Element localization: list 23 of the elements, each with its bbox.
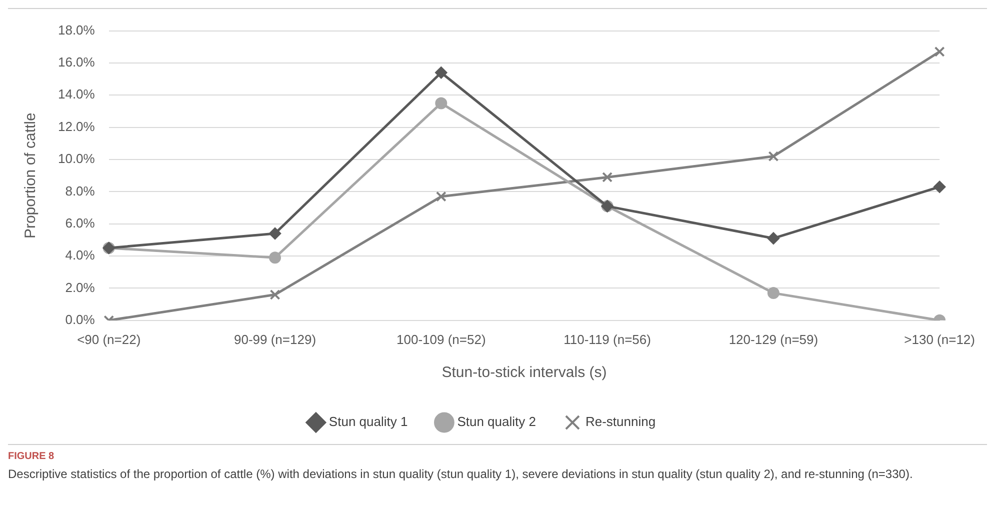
legend-label: Stun quality 2 <box>457 414 536 430</box>
y-axis-title: Proportion of cattle <box>22 112 40 239</box>
y-tick-label: 12.0% <box>58 118 96 134</box>
legend-label: Re-stunning <box>585 414 656 430</box>
x-tick-label: 90-99 (n=129) <box>234 332 316 347</box>
y-tick-label: 4.0% <box>65 248 96 263</box>
text: Descriptive statistics of the proportion of cattle (%) with deviations in stun quality (stun quality 1), severe deviations in stun quality (stun quality 2), and re-stunning (n=330). <box>8 466 914 482</box>
x-tick-label: 100-109 (n=52) <box>396 332 486 347</box>
y-tick-label: 16.0% <box>58 54 96 70</box>
x-tick-label: <90 (n=22) <box>77 332 141 347</box>
y-tick-label: 14.0% <box>58 86 96 102</box>
y-tick-label: 6.0% <box>65 215 96 230</box>
x-axis-title: Stun-to-stick intervals (s) <box>442 364 607 382</box>
y-tick-label: 10.0% <box>58 151 96 166</box>
x-tick-label: 120-129 (n=59) <box>728 332 818 347</box>
caption: FIGURE 8 <box>8 451 56 462</box>
y-tick-label: 18.0% <box>58 22 96 38</box>
x-tick-label: 110-119 (n=56) <box>564 332 651 347</box>
y-tick-label: 8.0% <box>65 183 96 198</box>
legend-label: Stun quality 1 <box>328 414 408 430</box>
y-tick-label: 2.0% <box>65 280 96 295</box>
x-tick-label: >130 (n=12) <box>904 332 976 347</box>
y-tick-label: 0.0% <box>65 312 96 327</box>
